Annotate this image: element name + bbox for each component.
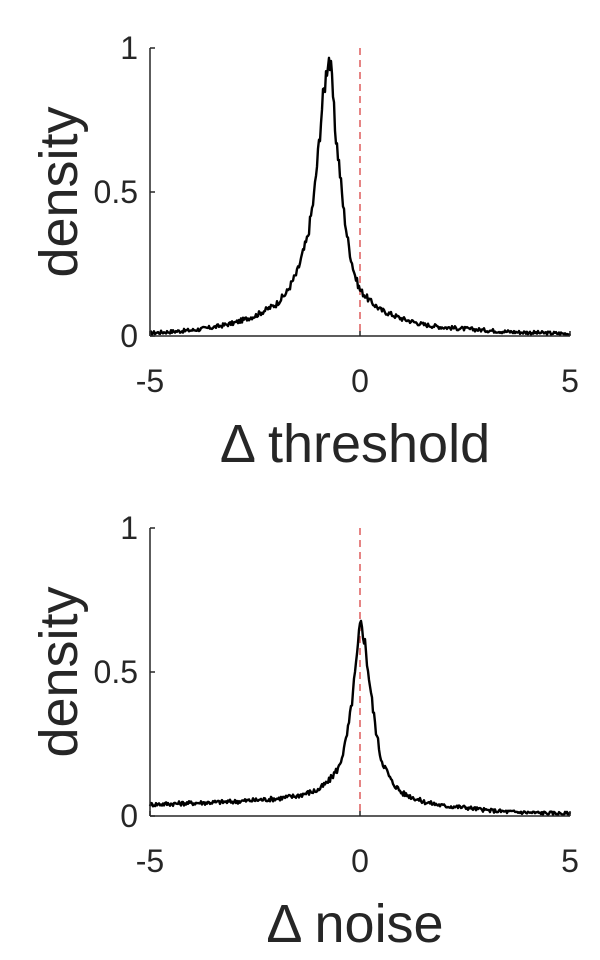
chart-panel-noise: 00.51 -5 0 5 density Δ noise	[29, 510, 579, 954]
density-series-line	[148, 619, 572, 817]
x-tick-label: 0	[351, 363, 369, 399]
y-tick-label: 1	[120, 510, 138, 546]
chart-panel-threshold: 00.51 -5 0 5 density Δ threshold	[29, 30, 579, 474]
x-tick-label: -5	[136, 363, 164, 399]
x-tick-label: 5	[561, 843, 579, 879]
y-ticks: 00.51	[94, 510, 155, 834]
y-tick-label: 0	[120, 318, 138, 354]
density-series-line	[149, 56, 571, 337]
x-ticks: -5 0 5	[136, 331, 579, 399]
y-ticks: 00.51	[94, 30, 155, 354]
y-tick-label: 0.5	[94, 174, 138, 210]
x-axis-label: Δ threshold	[220, 414, 490, 474]
x-axis-label: Δ noise	[266, 894, 443, 954]
y-axis-label: density	[29, 106, 89, 277]
x-ticks: -5 0 5	[136, 811, 579, 879]
x-tick-label: 5	[561, 363, 579, 399]
y-tick-label: 1	[120, 30, 138, 66]
y-tick-label: 0.5	[94, 654, 138, 690]
x-tick-label: 0	[351, 843, 369, 879]
y-tick-label: 0	[120, 798, 138, 834]
y-axis-label: density	[29, 586, 89, 757]
x-tick-label: -5	[136, 843, 164, 879]
